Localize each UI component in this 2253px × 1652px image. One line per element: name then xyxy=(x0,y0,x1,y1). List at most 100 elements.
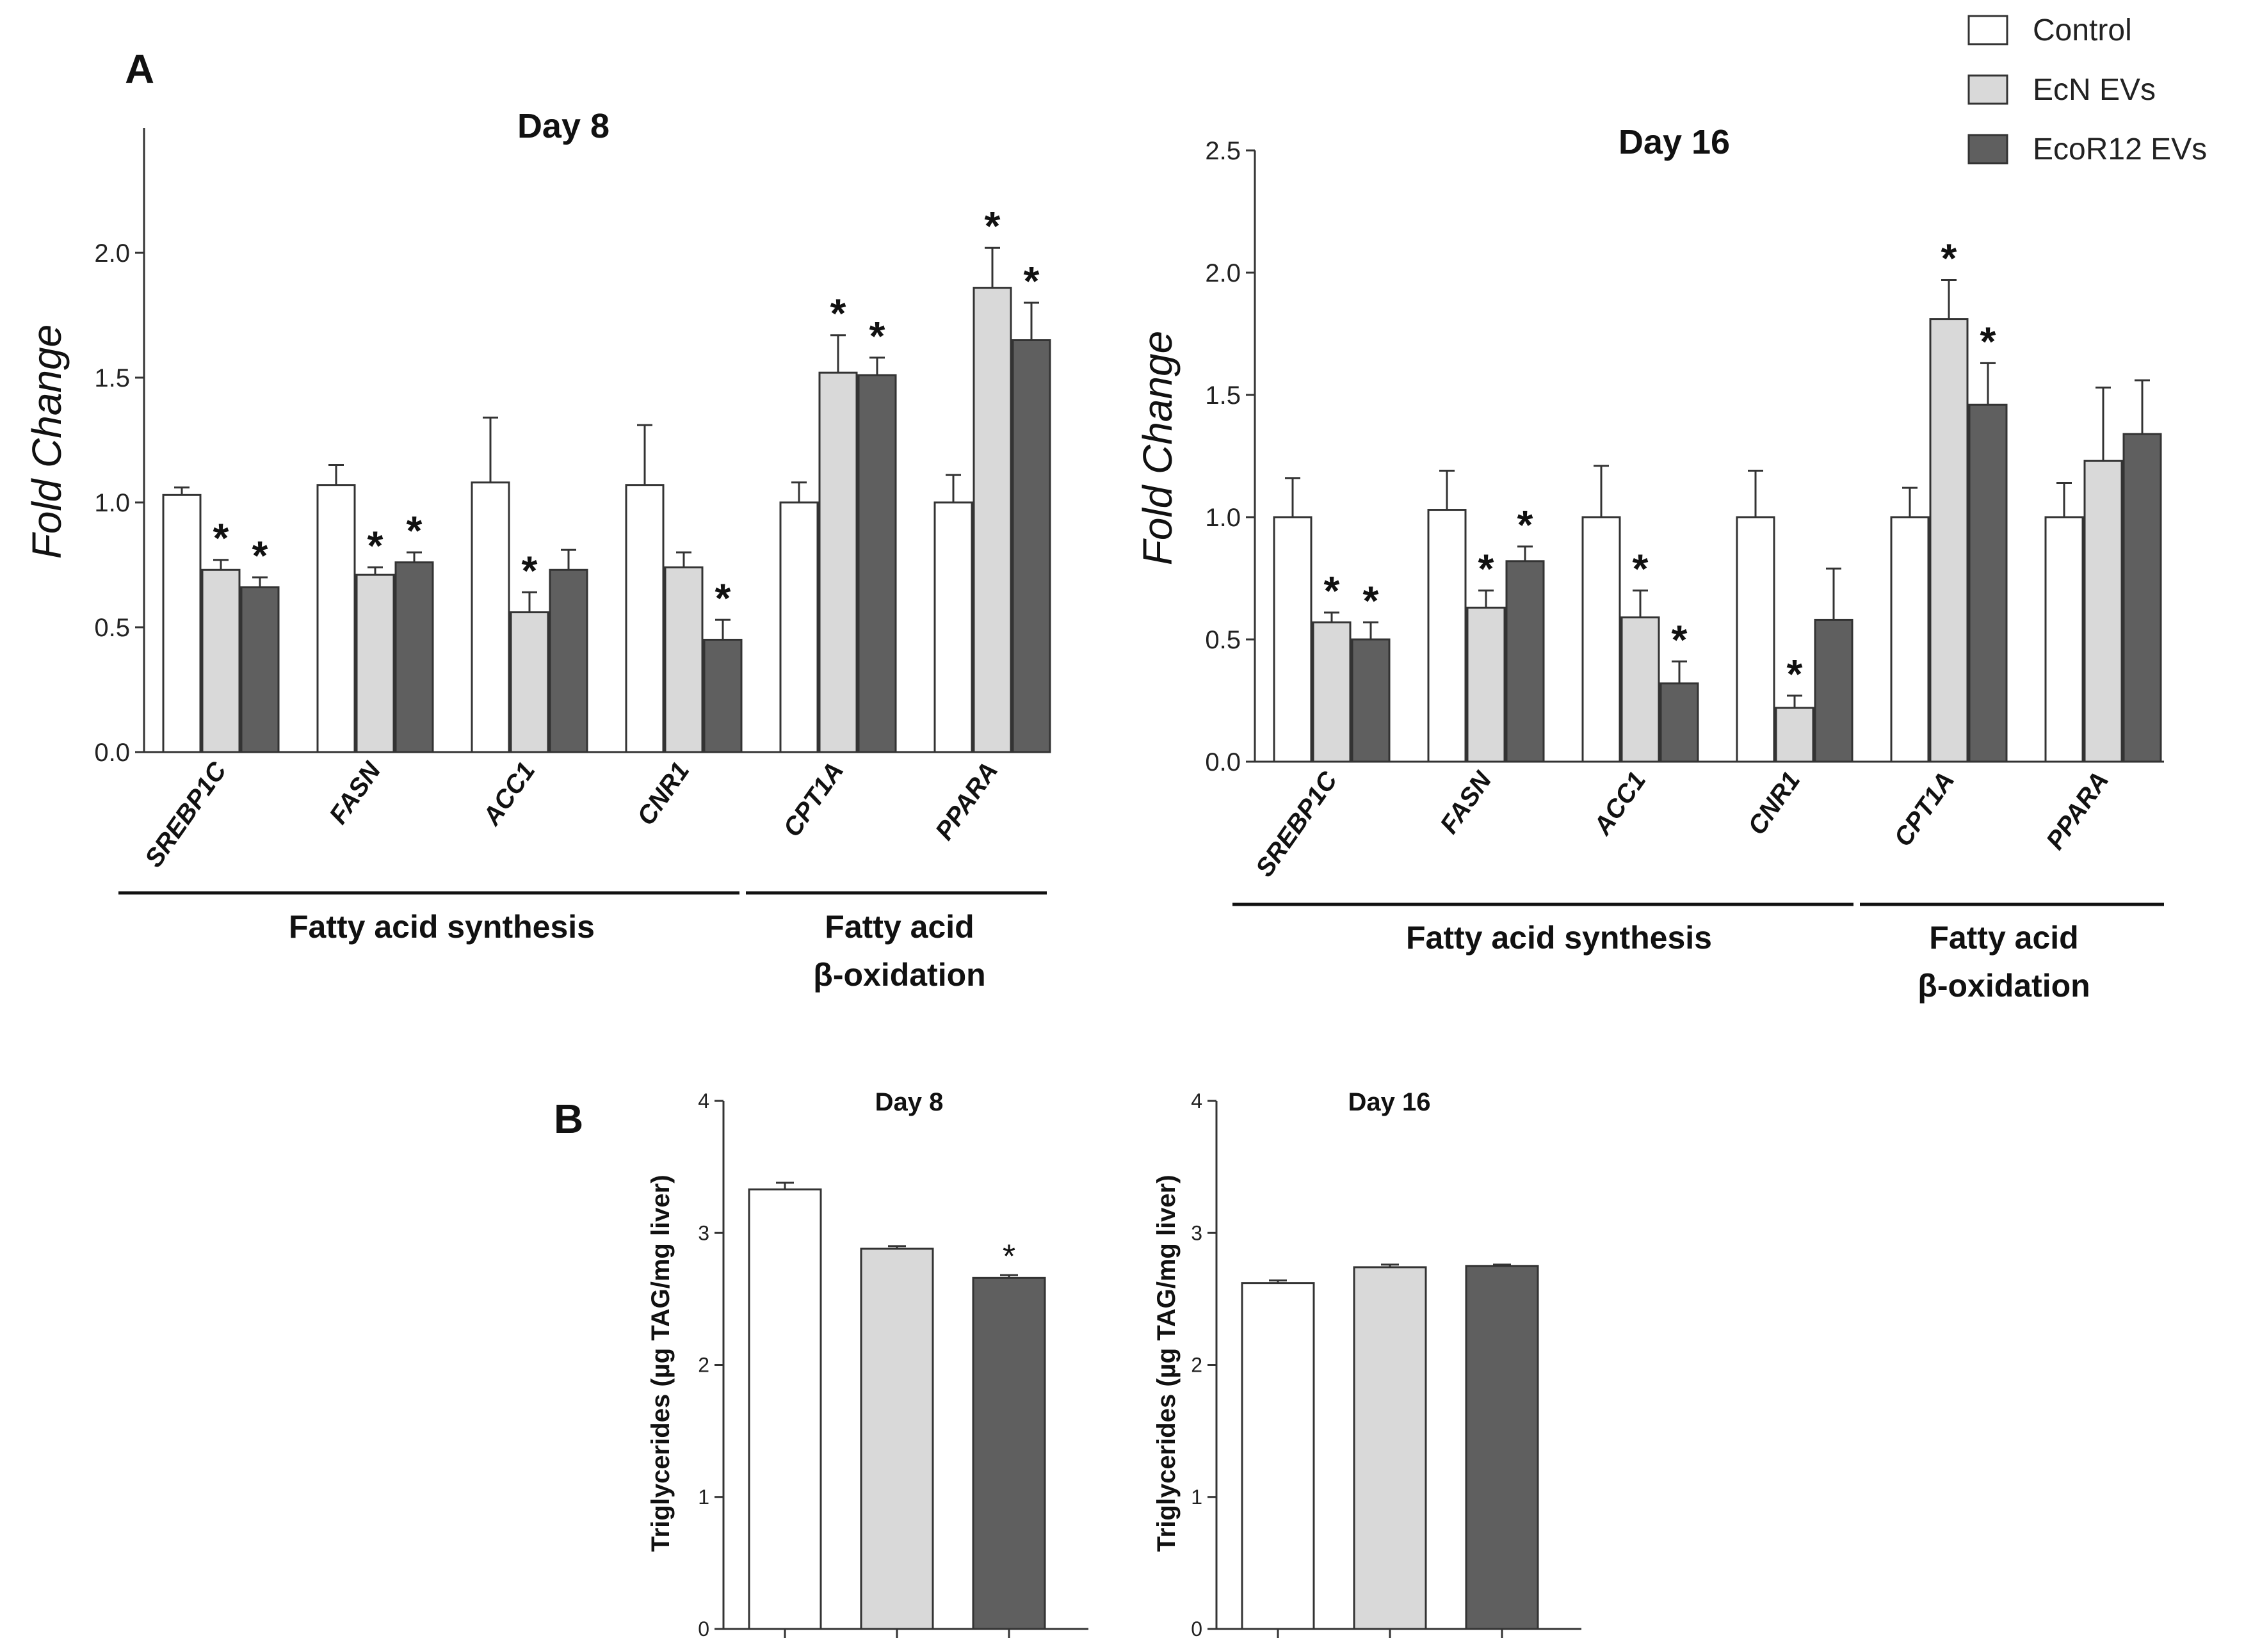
bar xyxy=(2044,516,2084,763)
x-category-label: SREBP1C xyxy=(140,757,232,872)
bar xyxy=(1466,606,1506,763)
bar xyxy=(471,481,510,753)
bar xyxy=(1351,638,1391,763)
y-tick-label: 1.0 xyxy=(94,489,130,517)
bar xyxy=(355,573,395,753)
y-tick-label: 2 xyxy=(698,1354,709,1377)
bar xyxy=(748,1188,822,1630)
legend-swatch-ecor12 xyxy=(1967,134,2008,164)
x-category-label: SREBP1C xyxy=(1250,766,1343,882)
bar xyxy=(933,501,973,753)
bar xyxy=(973,287,1012,753)
chart-title: Day 16 xyxy=(1619,123,1730,161)
bar xyxy=(1241,1282,1315,1630)
bar xyxy=(1465,1265,1539,1630)
significance-star: * xyxy=(985,203,1001,249)
y-tick-label: 0.5 xyxy=(94,614,130,642)
x-category-label: CPT1A xyxy=(778,757,849,842)
group-label-synthesis-day8: Fatty acid synthesis xyxy=(289,909,595,945)
y-tick-label: 0.0 xyxy=(94,739,130,767)
y-axis-label: Triglycerides (µg TAG/mg liver) xyxy=(1152,1175,1181,1552)
significance-star: * xyxy=(1980,318,1996,364)
group-brackets-day16: Fatty acid synthesis Fatty acid β-oxidat… xyxy=(1232,902,2164,1004)
bar xyxy=(394,561,434,753)
bar xyxy=(860,1247,934,1630)
bar xyxy=(1929,318,1969,763)
significance-star: * xyxy=(1324,568,1340,614)
y-tick-label: 2 xyxy=(1191,1354,1202,1377)
legend: Control EcN EVs EcoR12 EVs xyxy=(1967,13,2207,166)
significance-star: * xyxy=(407,508,423,554)
y-tick-label: 0 xyxy=(1191,1617,1202,1640)
y-tick-label: 0 xyxy=(698,1617,709,1640)
bar xyxy=(2122,433,2162,763)
legend-label-ecn: EcN EVs xyxy=(2033,73,2156,107)
bar xyxy=(2083,460,2123,763)
legend-swatch-control xyxy=(1967,15,2008,45)
y-axis-label: Fold Change xyxy=(1135,331,1181,565)
chart-day8-fold-change: Day 8 Fold Change 0.0 0.5 1.0 1.5 2.0 * * SREBP1C… xyxy=(24,107,1051,872)
significance-star: * xyxy=(1787,651,1803,697)
group-label-synthesis-day16: Fatty acid synthesis xyxy=(1406,920,1712,956)
significance-star: * xyxy=(1024,258,1040,304)
y-tick-label: 4 xyxy=(698,1089,709,1112)
chart-title: Day 8 xyxy=(517,107,610,145)
bar xyxy=(1312,621,1352,763)
significance-star: * xyxy=(1633,546,1649,592)
y-tick-label: 0.5 xyxy=(1205,626,1241,654)
y-tick-label: 2.0 xyxy=(1205,259,1241,287)
y-tick-label: 2.5 xyxy=(1205,137,1241,165)
bar xyxy=(1736,516,1775,763)
group-brackets-day8: Fatty acid synthesis Fatty acid β-oxidat… xyxy=(118,891,1047,993)
bar xyxy=(1012,339,1051,753)
bar xyxy=(549,568,588,753)
bar xyxy=(316,484,356,753)
chart-day16-fold-change: Day 16 Fold Change 0.0 0.5 1.0 1.5 2.0 2.5 * * SRE… xyxy=(1135,123,2164,882)
significance-star: * xyxy=(1941,235,1957,281)
bar xyxy=(1353,1266,1427,1630)
y-tick-label: 4 xyxy=(1191,1089,1202,1112)
y-tick-label: 3 xyxy=(1191,1221,1202,1244)
y-axis-label: Triglycerides (µg TAG/mg liver) xyxy=(647,1175,675,1552)
bar xyxy=(1427,509,1467,763)
bar xyxy=(162,493,202,753)
significance-star: * xyxy=(715,575,731,621)
x-category-label: PPARA xyxy=(930,757,1004,846)
bar xyxy=(779,501,819,753)
bar xyxy=(703,639,743,753)
chart-title: Day 16 xyxy=(1348,1088,1431,1116)
y-tick-label: 0.0 xyxy=(1205,748,1241,776)
chart-day8-triglycerides: Day 8 Triglycerides (µg TAG/mg liver) 0 1 2 3… xyxy=(647,1088,1088,1640)
significance-star: * xyxy=(830,291,846,337)
bar xyxy=(625,484,665,753)
group-label-oxidation1-day16: Fatty acid xyxy=(1929,920,2078,956)
y-tick-label: 1 xyxy=(1191,1486,1202,1509)
y-tick-label: 3 xyxy=(698,1221,709,1244)
x-category-label: PPARA xyxy=(2041,767,2115,855)
bar xyxy=(1273,516,1312,763)
chart-title: Day 8 xyxy=(875,1088,944,1116)
bar xyxy=(972,1276,1046,1630)
bar xyxy=(201,568,241,753)
significance-star: * xyxy=(1478,546,1494,592)
significance-star: * xyxy=(1672,616,1688,662)
bar xyxy=(1581,516,1621,763)
x-category-label: CNR1 xyxy=(1743,767,1806,840)
y-tick-label: 2.0 xyxy=(94,239,130,268)
legend-label-control: Control xyxy=(2033,13,2132,47)
group-label-oxidation2-day8: β-oxidation xyxy=(813,957,985,993)
x-category-label: ACC1 xyxy=(1588,767,1651,840)
significance-star: * xyxy=(522,547,538,593)
y-tick-label: 1.0 xyxy=(1205,504,1241,532)
bar xyxy=(1968,403,2008,763)
legend-label-ecor12: EcoR12 EVs xyxy=(2033,132,2207,166)
bar xyxy=(1659,682,1699,763)
chart-day16-triglycerides: Day 16 Triglycerides (µg TAG/mg liver) 0 1 2… xyxy=(1152,1088,1581,1640)
x-category-label: FASN xyxy=(324,757,387,830)
y-axis-label: Fold Change xyxy=(24,325,70,559)
bar xyxy=(818,371,858,753)
significance-star: * xyxy=(1363,577,1379,623)
group-label-oxidation1-day8: Fatty acid xyxy=(825,909,974,945)
legend-swatch-ecn xyxy=(1967,74,2008,105)
